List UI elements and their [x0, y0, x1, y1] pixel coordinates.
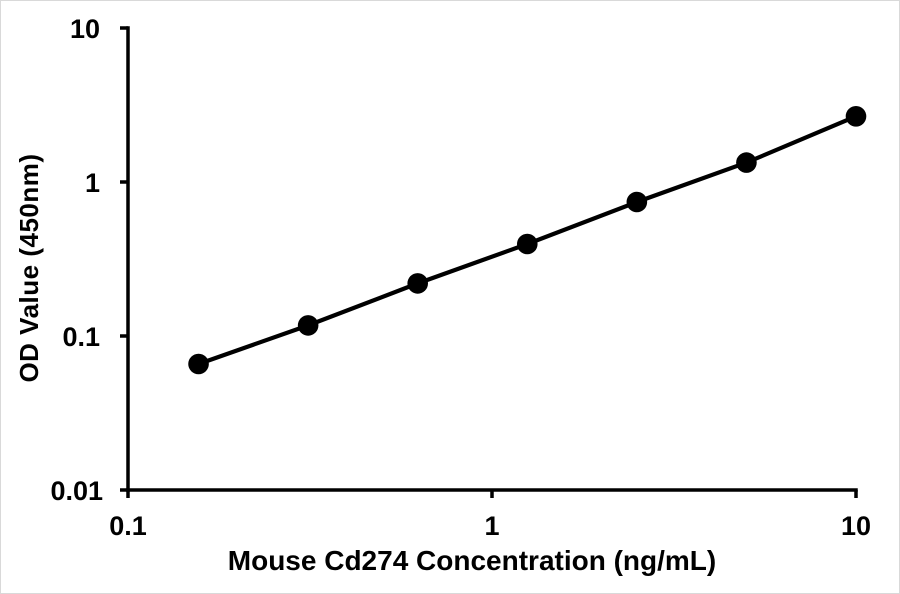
- svg-text:0.1: 0.1: [109, 511, 147, 541]
- svg-text:1: 1: [484, 511, 499, 541]
- svg-text:0.01: 0.01: [50, 476, 103, 506]
- svg-text:10: 10: [70, 14, 100, 44]
- svg-text:1: 1: [85, 168, 100, 198]
- svg-text:0.1: 0.1: [62, 322, 100, 352]
- svg-text:10: 10: [841, 511, 871, 541]
